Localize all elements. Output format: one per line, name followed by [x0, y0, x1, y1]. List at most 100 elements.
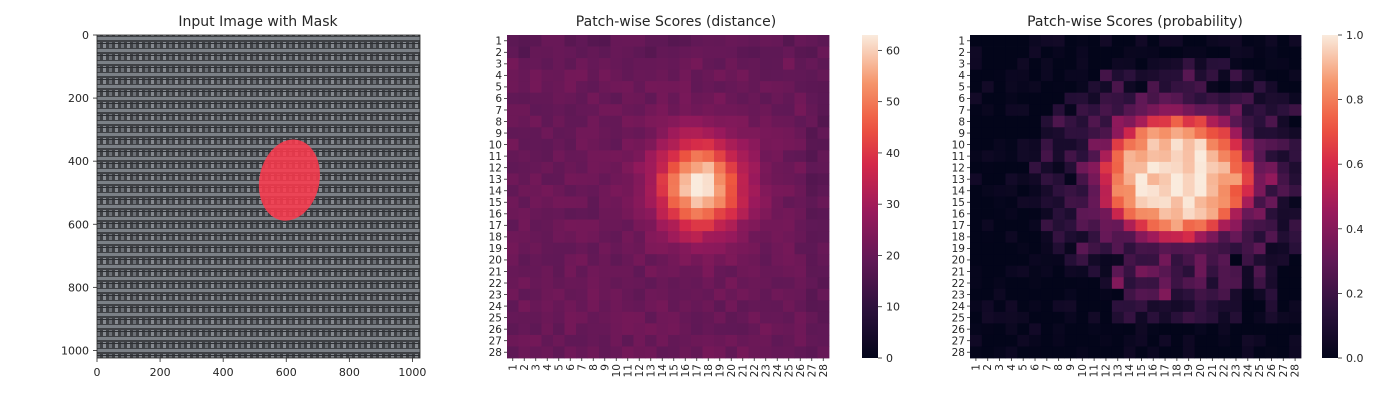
heatmap-cell: [622, 288, 634, 301]
heatmap-cell: [599, 346, 611, 359]
heatmap-cell: [748, 288, 761, 301]
heatmap-cell: [760, 323, 772, 336]
heatmap-cell: [645, 92, 657, 105]
heatmap-cell: [1088, 288, 1101, 301]
heatmap-cell: [970, 311, 983, 324]
heatmap-cell: [1241, 81, 1255, 94]
heatmap-cell: [970, 346, 983, 359]
heatmap-cell: [725, 127, 738, 140]
heatmap-cell: [1147, 127, 1160, 140]
heatmap-cell: [564, 311, 577, 324]
heatmap-cell: [541, 346, 554, 359]
heatmap-cell: [1017, 323, 1030, 336]
heatmap-cell: [714, 346, 726, 359]
heatmap-cell: [564, 150, 577, 163]
heatmap-cell: [1194, 184, 1207, 197]
heatmap-cell: [1182, 300, 1196, 313]
heatmap-cell: [714, 265, 726, 278]
heatmap-cell: [794, 265, 807, 278]
heatmap-cell: [806, 115, 818, 128]
heatmap-cell: [737, 150, 749, 163]
y-tick-label: 2: [958, 47, 965, 59]
heatmap-cell: [794, 323, 807, 336]
heatmap-cell: [1076, 242, 1089, 255]
heatmap-cell: [806, 288, 818, 301]
heatmap-cell: [817, 254, 830, 267]
colorbar-tick-label: 0.6: [1346, 158, 1364, 171]
heatmap-cell: [1277, 46, 1290, 59]
heatmap-cell: [794, 46, 807, 59]
heatmap-cell: [981, 219, 995, 232]
colorbar-tick-label: 50: [886, 96, 900, 109]
heatmap-cell: [668, 231, 680, 244]
heatmap-cell: [783, 208, 795, 220]
heatmap-cell: [1017, 58, 1030, 71]
heatmap-cell: [1052, 288, 1065, 301]
heatmap-cell: [587, 254, 600, 267]
heatmap-cell: [981, 92, 995, 105]
heatmap-cell: [702, 138, 715, 151]
heatmap-cell: [1088, 138, 1101, 151]
heatmap-cell: [599, 127, 611, 140]
heatmap-cell: [714, 46, 726, 59]
heatmap-cell: [518, 300, 531, 313]
heatmap-cell: [668, 196, 680, 209]
heatmap-cell: [748, 334, 761, 347]
heatmap-cell: [1064, 46, 1077, 59]
heatmap-cell: [679, 161, 692, 174]
heatmap-cell: [1040, 92, 1054, 105]
heatmap-cell: [702, 58, 715, 71]
heatmap-cell: [1253, 231, 1266, 244]
heatmap-cell: [530, 138, 542, 151]
heatmap-cell: [1076, 35, 1089, 47]
heatmap-cell: [760, 81, 772, 94]
heatmap-cell: [1005, 173, 1018, 186]
heatmap-cell: [1230, 231, 1243, 244]
heatmap-cell: [1111, 219, 1125, 232]
heatmap-cell: [645, 173, 657, 186]
heatmap-cell: [1111, 346, 1125, 359]
heatmap-cell: [783, 265, 795, 278]
heatmap-cell: [737, 334, 749, 347]
heatmap-cell: [1147, 115, 1160, 128]
heatmap-cell: [1135, 265, 1148, 278]
input-image-panel: Input Image with Mask 0 200 400 600 800 1000 …: [61, 14, 426, 379]
heatmap-cell: [1088, 173, 1101, 186]
heatmap-cell: [587, 138, 600, 151]
heatmap-cell: [1159, 300, 1172, 313]
heatmap-cell: [679, 219, 692, 232]
heatmap-cell: [530, 92, 542, 105]
heatmap-cell: [1241, 161, 1255, 174]
heatmap-cell: [633, 81, 646, 94]
heatmap-cell: [993, 300, 1006, 313]
heatmap-cell: [981, 161, 995, 174]
heatmap-cell: [622, 81, 634, 94]
heatmap-cell: [1111, 35, 1125, 47]
heatmap-cell: [691, 138, 703, 151]
heatmap-cell: [702, 288, 715, 301]
heatmap-cell: [1040, 311, 1054, 324]
heatmap-cell: [981, 300, 995, 313]
heatmap-cell: [1017, 173, 1030, 186]
heatmap-cell: [1005, 184, 1018, 197]
heatmap-cell: [507, 150, 519, 163]
heatmap-cell: [1076, 219, 1089, 232]
heatmap-cell: [1265, 265, 1278, 278]
heatmap-cell: [970, 115, 983, 128]
heatmap-cell: [1017, 254, 1030, 267]
heatmap-cell: [1159, 138, 1172, 151]
heatmap-cell: [1123, 173, 1136, 186]
heatmap-cell: [1194, 92, 1207, 105]
heatmap-cell: [576, 138, 588, 151]
heatmap-cell: [1289, 69, 1302, 82]
heatmap-cell: [1265, 323, 1278, 336]
heatmap-cell: [794, 311, 807, 324]
heatmap-cell: [1194, 208, 1207, 220]
heatmap-cell: [645, 161, 657, 174]
heatmap-cell: [599, 161, 611, 174]
input-image-title: Input Image with Mask: [178, 14, 338, 30]
heatmap-cell: [1230, 150, 1243, 163]
heatmap-cell: [1147, 35, 1160, 47]
heatmap-cell: [760, 46, 772, 59]
heatmap-cell: [1170, 150, 1184, 163]
